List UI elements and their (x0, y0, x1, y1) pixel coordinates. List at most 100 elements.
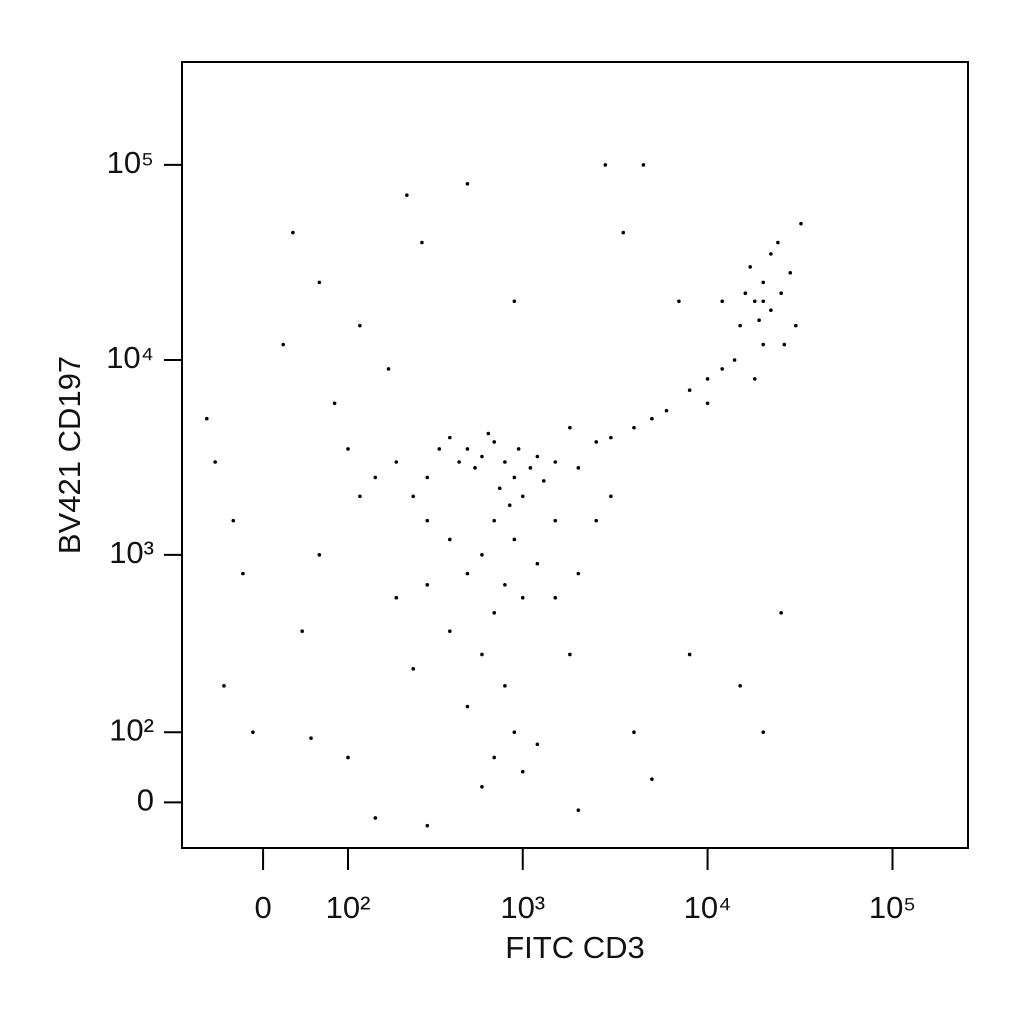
dot (457, 460, 461, 464)
y-axis-label: BV421 CD197 (52, 356, 87, 554)
dot (553, 460, 558, 464)
dot (317, 553, 322, 557)
dot (503, 460, 507, 464)
dot (632, 730, 636, 735)
dot (687, 652, 692, 657)
dot (609, 435, 613, 440)
dot (448, 629, 452, 634)
dot (465, 447, 470, 451)
dot (291, 230, 295, 235)
dot (568, 652, 572, 657)
dot (761, 299, 766, 304)
dot (346, 755, 350, 760)
dot (512, 730, 517, 735)
dot (632, 425, 636, 430)
dot (503, 684, 507, 688)
dot (448, 435, 452, 440)
dot (425, 583, 430, 587)
dot (732, 358, 737, 362)
dot (779, 611, 783, 615)
dot (520, 769, 525, 774)
dot (512, 299, 517, 304)
dot (507, 503, 512, 508)
dot (594, 440, 599, 444)
dot (425, 518, 430, 523)
dot (332, 401, 337, 406)
dot (473, 466, 477, 470)
dot (757, 318, 761, 322)
dot (776, 240, 780, 245)
dot (425, 823, 430, 828)
dot (748, 265, 752, 269)
dot (553, 518, 558, 523)
dot (492, 518, 497, 523)
dot (425, 475, 430, 480)
dot (743, 291, 748, 296)
dot (576, 808, 581, 813)
dot (687, 388, 692, 393)
dot (535, 742, 540, 747)
dot (222, 684, 226, 688)
dot (358, 323, 362, 328)
x-tick-label: 10² (326, 890, 371, 925)
dot (650, 777, 654, 781)
dot (705, 377, 710, 381)
dot (738, 323, 742, 328)
dot (411, 494, 416, 499)
dot (231, 518, 236, 523)
dot (769, 308, 773, 313)
x-tick-label: 10⁵ (869, 890, 916, 925)
dot (386, 367, 391, 371)
dot (528, 466, 533, 470)
dot (486, 431, 491, 436)
y-tick-label: 10³ (109, 535, 154, 570)
dot (317, 280, 322, 285)
dot (520, 494, 525, 499)
dot (621, 230, 626, 235)
dot (394, 595, 399, 600)
dot (411, 667, 416, 671)
dot (535, 454, 540, 459)
plot-frame (181, 61, 969, 849)
dot (448, 537, 452, 542)
dot (394, 460, 399, 464)
dot (346, 447, 350, 451)
dot (309, 736, 313, 740)
x-tick-label: 10³ (500, 890, 545, 925)
dot (465, 704, 470, 709)
dot (480, 784, 484, 789)
dot (437, 447, 442, 451)
dot (465, 571, 470, 576)
y-tick-label: 0 (137, 783, 154, 818)
dot (752, 377, 757, 381)
dot (251, 730, 255, 735)
dot (492, 755, 497, 760)
dot (300, 629, 304, 634)
dot (720, 367, 725, 371)
dot (761, 280, 766, 285)
dot (788, 270, 793, 275)
dot (664, 408, 669, 413)
dot (761, 730, 766, 735)
dot (420, 240, 424, 245)
dot (603, 163, 608, 167)
dot (677, 299, 681, 304)
dot (497, 486, 502, 491)
dot (373, 475, 378, 480)
dot (641, 163, 646, 167)
dot (358, 494, 362, 499)
y-tick-label: 10⁴ (106, 340, 154, 375)
dot (720, 299, 725, 304)
dot (782, 342, 787, 347)
dot (204, 416, 209, 421)
dot (480, 652, 484, 657)
dot (373, 816, 378, 820)
dot (480, 454, 484, 459)
dot (492, 440, 497, 444)
dot (465, 182, 470, 186)
dot (213, 460, 217, 464)
x-tick-label: 10⁴ (684, 890, 732, 925)
dot (761, 342, 766, 347)
dot (794, 323, 798, 328)
